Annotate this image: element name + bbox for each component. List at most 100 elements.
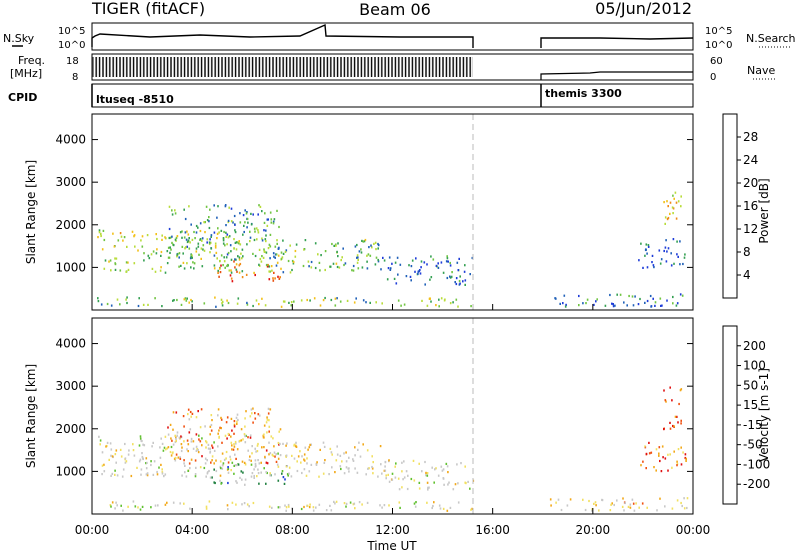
velocity-cell-273	[265, 449, 268, 452]
velocity-cell-725	[645, 452, 648, 455]
velocity-cell-562	[268, 441, 270, 444]
velocity-cell-284	[174, 459, 177, 462]
power-cell-317	[194, 237, 196, 240]
velocity-cell-265	[250, 463, 253, 466]
power-cell-60	[264, 304, 267, 307]
velocity-cell-432	[236, 481, 238, 484]
velocity-cell-618	[426, 481, 429, 484]
power-cell-351	[225, 256, 228, 259]
velocity-cell-191	[140, 439, 142, 442]
velocity-cell-492	[275, 453, 277, 456]
power-cell-16	[438, 305, 440, 308]
power-cell-198	[210, 235, 212, 238]
velocity-cell-232	[146, 461, 148, 464]
velocity-cell-260	[189, 467, 191, 470]
velocity-cell-195	[219, 467, 222, 470]
velocity-cell-11	[285, 509, 287, 512]
power-cell-613	[463, 270, 466, 273]
velocity-cell-249	[233, 443, 235, 446]
power-cell-402	[233, 238, 235, 241]
velocity-cell-306	[170, 437, 172, 440]
velocity-cell-358	[199, 426, 202, 429]
velocity-cell-106	[145, 457, 148, 460]
velocity-cell-113	[110, 448, 113, 451]
power-cell-451	[229, 274, 232, 277]
velocity-cell-71	[226, 504, 229, 507]
power-cell-581	[410, 265, 413, 268]
velocity-cell-241	[128, 449, 130, 452]
power-cell-74	[188, 301, 190, 304]
velocity-cell-156	[184, 471, 186, 474]
velocity-cell-525	[309, 443, 311, 446]
power-cell-490	[368, 246, 370, 249]
velocity-cell-327	[272, 454, 275, 457]
velocity-cell-192	[122, 468, 125, 471]
velocity-cell-412	[271, 453, 274, 456]
velocity-cell-375	[265, 461, 268, 464]
velocity-cell-465	[239, 476, 241, 479]
power-cell-80	[161, 305, 163, 308]
power-cell-359	[227, 236, 230, 239]
power-cell-29	[126, 296, 128, 299]
power-cell-450	[238, 271, 241, 274]
velocity-cell-763	[669, 386, 671, 389]
velocity-cell-442	[287, 474, 289, 477]
power-cell-677	[626, 304, 628, 307]
velocity-cell-124	[219, 465, 222, 468]
power-cell-174	[155, 252, 158, 255]
power-cell-509	[356, 261, 359, 264]
power-cell-130	[166, 262, 169, 265]
power-cell-516	[358, 250, 361, 253]
power-cell-649	[596, 298, 598, 301]
velocity-cell-539	[316, 461, 318, 464]
velocity-cell-748	[676, 460, 678, 463]
power-cell-322	[265, 251, 268, 254]
velocity-cell-293	[211, 419, 213, 422]
freq-label-line1: Freq.	[18, 54, 45, 67]
velocity-cell-320	[204, 425, 206, 428]
power-cell-279	[239, 221, 242, 224]
power-cell-129	[178, 265, 180, 268]
power-cell-62	[381, 302, 383, 305]
power-cell-620	[408, 264, 410, 267]
power-cell-600	[424, 283, 426, 286]
power-cell-11	[221, 304, 224, 307]
velocity-cell-30	[330, 509, 333, 512]
power-cell-514	[292, 260, 295, 264]
power-cell-85	[444, 298, 446, 301]
velocity-cell-565	[310, 463, 313, 466]
velocity-cell-88	[312, 506, 315, 509]
velocity-cell-411	[273, 445, 275, 448]
velocity-cell-528	[277, 452, 279, 455]
velocity-cell-328	[188, 462, 191, 465]
power-cell-570	[449, 261, 451, 265]
power-cell-498	[314, 242, 317, 245]
power-cell-45	[365, 301, 367, 304]
power-cell-230	[160, 266, 162, 269]
velocity-cell-438	[253, 476, 255, 479]
velocity-cell-660	[384, 469, 387, 472]
velocity-cell-421	[233, 445, 236, 448]
velocity-cell-168	[223, 458, 226, 461]
velocity-cell-642	[384, 460, 387, 464]
velocity-cell-170	[185, 475, 188, 478]
velocity-cell-647	[401, 461, 403, 464]
velocity-cell-567	[315, 463, 318, 466]
velocity-cell-98	[110, 454, 112, 457]
velocity-cell-579	[371, 465, 373, 469]
velocity-cell-742	[650, 451, 653, 454]
power-cell-218	[208, 242, 211, 246]
power-cell-72	[324, 296, 326, 300]
velocity-cell-633	[418, 487, 421, 490]
power-cell-629	[464, 279, 467, 282]
velocity-cell-136	[205, 475, 207, 478]
power-cell-197	[159, 269, 162, 272]
power-cell-549	[281, 256, 284, 259]
power-cell-593	[411, 259, 414, 262]
velocity-cell-403	[243, 461, 246, 464]
cpid-panel: CPID ltuseq -8510 themis 3300	[8, 83, 694, 108]
power-cell-159	[214, 244, 217, 248]
velocity-cell-299	[268, 453, 270, 456]
velocity-cell-287	[240, 428, 243, 431]
power-cell-233	[219, 259, 221, 263]
